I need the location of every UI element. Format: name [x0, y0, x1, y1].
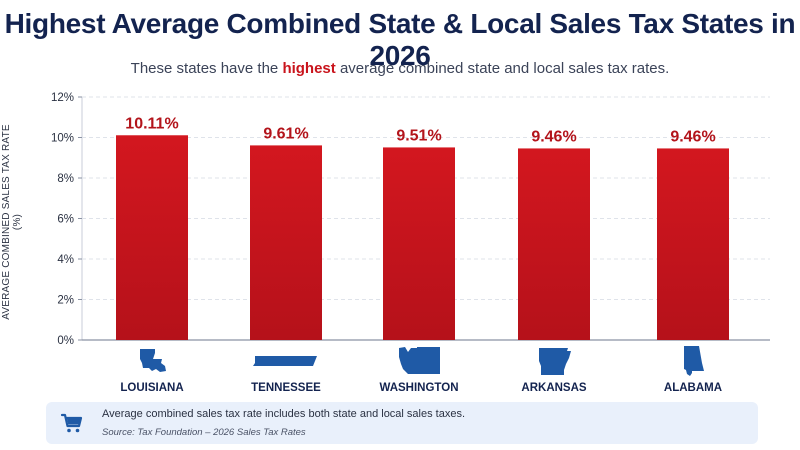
x-tick-label: LOUISIANA [120, 382, 183, 394]
value-label: 9.46% [531, 128, 576, 145]
value-label: 9.51% [396, 127, 441, 144]
alabama-icon [684, 346, 704, 376]
x-tick-label: WASHINGTON [379, 382, 458, 394]
y-axis-label: AVERAGE COMBINED SALES TAX RATE (%) [1, 124, 23, 320]
value-label: 10.11% [125, 115, 178, 132]
tennessee-icon-shape [253, 356, 317, 366]
chart-subtitle: These states have the highest average co… [0, 60, 800, 77]
bar-arkansas [518, 148, 590, 340]
y-tick-label: 0% [57, 335, 74, 347]
alabama-icon-shape [684, 346, 704, 376]
arkansas-icon-shape [539, 348, 571, 375]
bars [116, 135, 729, 340]
louisiana-icon-shape [140, 349, 166, 372]
chart-title: Highest Average Combined State & Local S… [4, 8, 796, 71]
state-icons [140, 346, 704, 376]
x-tick-label: TENNESSEE [251, 382, 321, 394]
subtitle-highlight: highest [282, 60, 336, 77]
subtitle-text-after: average combined state and local sales t… [335, 60, 670, 77]
bar-louisiana [116, 135, 188, 340]
footnote-box: Average combined sales tax rate includes… [46, 402, 758, 444]
bar-tennessee [250, 145, 322, 340]
arkansas-icon [539, 348, 571, 375]
value-labels: 10.11% 9.61% 9.51% 9.46% 9.46% [125, 115, 715, 145]
source-text: Source: Tax Foundation – 2026 Sales Tax … [102, 427, 306, 438]
bar-alabama [657, 148, 729, 340]
footnote-text: Average combined sales tax rate includes… [102, 408, 466, 420]
y-tick-label: 12% [51, 92, 74, 104]
x-tick-label: ALABAMA [664, 382, 722, 394]
value-label: 9.61% [263, 125, 308, 142]
y-tick-label: 4% [57, 254, 74, 266]
y-tick-label: 8% [57, 173, 74, 185]
y-tick-label: 6% [57, 214, 74, 226]
y-tick-label: 10% [51, 133, 74, 145]
bar-chart: 0% 2% 4% 6% 8% 10% 12% 10.11% 9.61% 9.51% 9.46% 9.… [51, 92, 770, 394]
washington-icon-shape [399, 347, 440, 374]
value-label: 9.46% [670, 128, 715, 145]
x-axis-labels: LOUISIANA TENNESSEE WASHINGTON ARKANSAS ALAB… [120, 382, 722, 394]
washington-icon [399, 347, 440, 374]
y-tick-label: 2% [57, 295, 74, 307]
louisiana-icon [140, 349, 166, 372]
y-axis-ticks: 0% 2% 4% 6% 8% 10% 12% [51, 92, 82, 347]
subtitle-text-before: These states have the [130, 60, 283, 77]
bar-washington [383, 147, 455, 340]
x-tick-label: ARKANSAS [521, 382, 587, 394]
tennessee-icon [253, 356, 317, 366]
shopping-cart-icon [60, 413, 83, 433]
